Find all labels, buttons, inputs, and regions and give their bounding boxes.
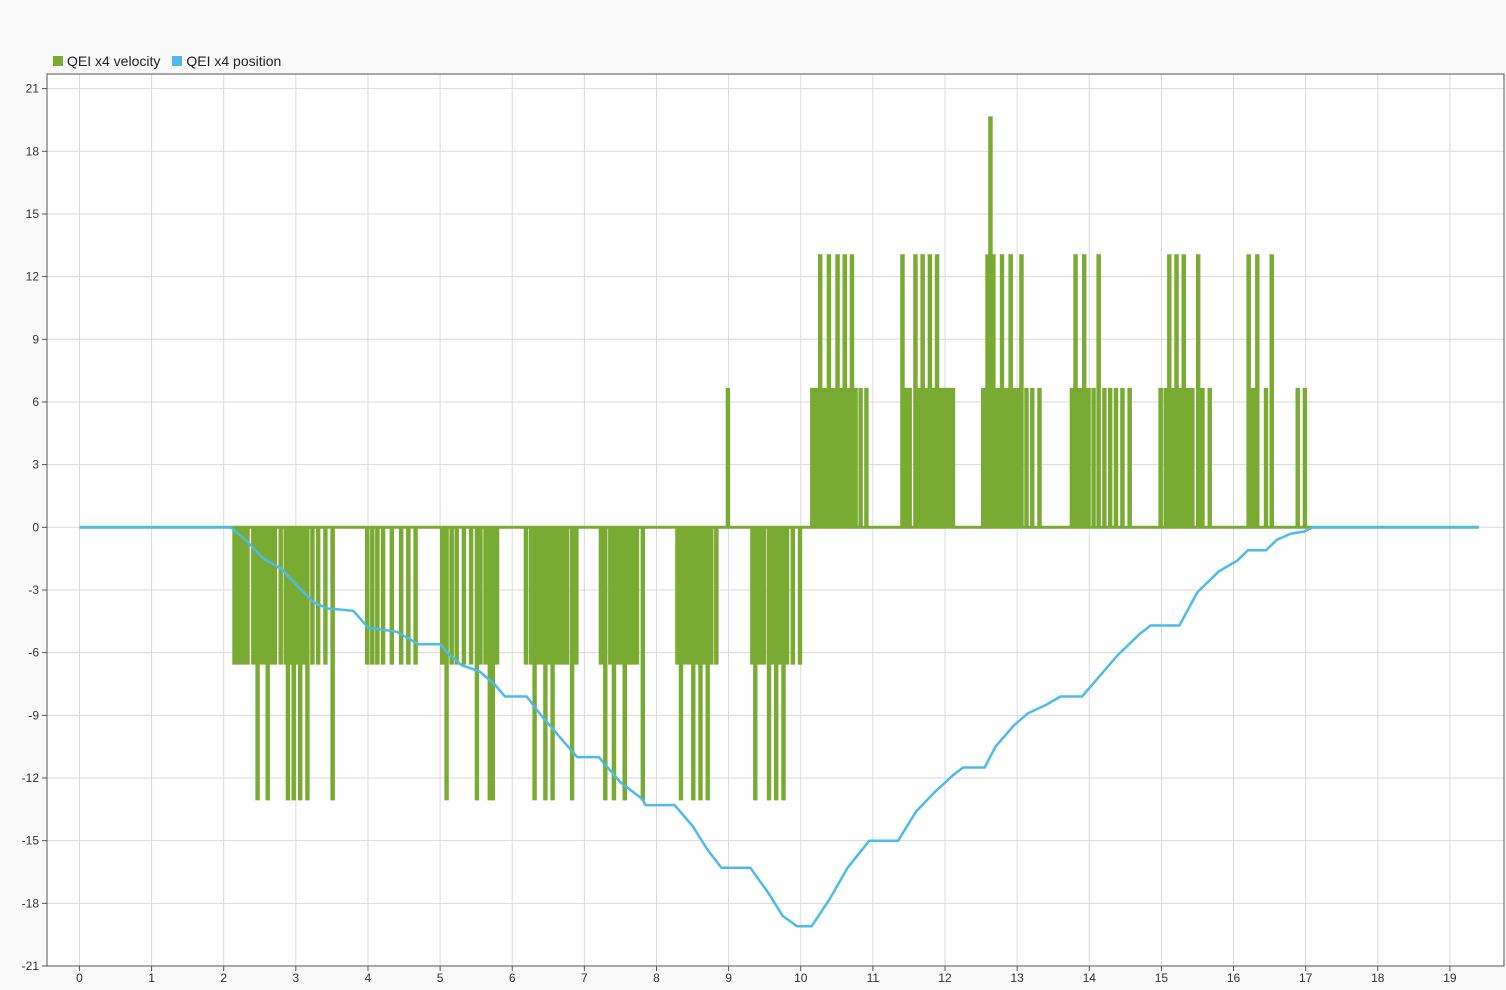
x-tick-label: 1 <box>148 971 155 985</box>
x-tick-label: 11 <box>867 971 880 985</box>
x-tick-label: 13 <box>1010 971 1024 985</box>
y-tick-label: 6 <box>32 395 39 409</box>
legend: QEI x4 velocity QEI x4 position <box>53 52 293 70</box>
x-tick-label: 17 <box>1299 971 1313 985</box>
y-tick-label: -6 <box>28 646 39 660</box>
x-tick-label: 12 <box>938 971 952 985</box>
x-tick-label: 7 <box>581 971 588 985</box>
y-tick-label: -3 <box>28 583 39 597</box>
y-tick-label: 0 <box>32 520 39 534</box>
legend-swatch-position <box>172 56 183 66</box>
x-tick-label: 14 <box>1083 971 1097 985</box>
y-tick-label: 9 <box>32 332 39 346</box>
legend-item-velocity[interactable]: QEI x4 velocity <box>53 53 160 69</box>
legend-item-position[interactable]: QEI x4 position <box>172 53 281 69</box>
x-tick-label: 16 <box>1227 971 1241 985</box>
x-tick-label: 3 <box>293 971 300 985</box>
x-tick-label: 15 <box>1155 971 1169 985</box>
legend-swatch-velocity <box>53 56 63 66</box>
x-tick-label: 19 <box>1443 971 1457 985</box>
x-tick-label: 18 <box>1371 971 1385 985</box>
plot-frame <box>46 73 1505 967</box>
x-tick-label: 2 <box>220 971 227 985</box>
x-tick-label: 8 <box>653 971 660 985</box>
series-line-position[interactable] <box>79 526 1479 928</box>
x-tick-label: 0 <box>76 971 83 985</box>
y-tick-label: 3 <box>32 458 39 472</box>
y-tick-label: 21 <box>26 82 40 96</box>
x-tick-label: 10 <box>794 971 808 985</box>
y-tick-label: 18 <box>26 144 40 158</box>
y-tick-label: 15 <box>26 207 40 221</box>
series-line-velocity[interactable] <box>79 116 1479 801</box>
y-tick-label: -12 <box>22 771 40 785</box>
x-tick-label: 6 <box>509 971 516 985</box>
x-tick-label: 5 <box>437 971 444 985</box>
y-tick-label: -15 <box>22 834 40 848</box>
y-tick-label: -18 <box>22 896 40 910</box>
x-tick-label: 4 <box>365 971 372 985</box>
plot-background <box>47 74 1504 966</box>
y-tick-label: 12 <box>26 270 40 284</box>
legend-label-position: QEI x4 position <box>186 53 282 69</box>
y-tick-label: -21 <box>22 959 40 973</box>
legend-label-velocity: QEI x4 velocity <box>67 53 161 69</box>
x-tick-label: 9 <box>725 971 732 985</box>
y-tick-label: -9 <box>28 708 39 722</box>
